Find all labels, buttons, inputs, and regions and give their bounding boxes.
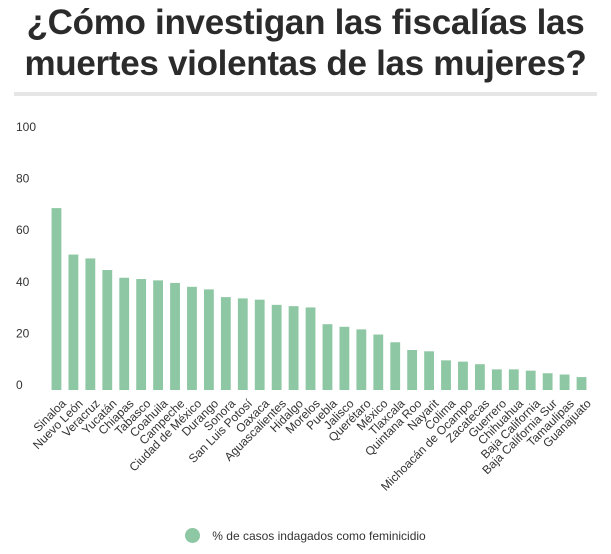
bar-9[interactable] <box>203 289 214 390</box>
bar-12[interactable] <box>254 299 265 390</box>
bar-8[interactable] <box>187 286 197 390</box>
bar-22[interactable] <box>424 351 434 390</box>
bar-1[interactable] <box>68 254 79 390</box>
bar-25[interactable] <box>474 364 485 390</box>
bar-30[interactable] <box>559 374 570 390</box>
bars-group <box>51 208 587 390</box>
bar-27[interactable] <box>508 369 519 390</box>
bar-23[interactable] <box>441 360 451 390</box>
bar-20[interactable] <box>390 342 401 390</box>
bar-0[interactable] <box>51 208 62 390</box>
y-tick-label: 100 <box>16 120 36 134</box>
y-tick-label: 0 <box>16 378 23 392</box>
y-axis: 0 20 40 60 80 100 <box>16 120 36 392</box>
bar-18[interactable] <box>356 329 367 390</box>
bar-15[interactable] <box>305 307 316 390</box>
y-tick-label: 80 <box>16 172 30 186</box>
legend-swatch <box>185 528 201 543</box>
bar-19[interactable] <box>373 334 384 390</box>
legend: % de casos indagados como feminicidio <box>0 528 611 543</box>
bar-16[interactable] <box>322 324 333 390</box>
bar-3[interactable] <box>102 270 113 390</box>
bar-31[interactable] <box>576 377 587 390</box>
bar-28[interactable] <box>525 370 536 390</box>
bar-7[interactable] <box>170 282 180 390</box>
y-tick-label: 20 <box>16 326 30 340</box>
title-divider <box>14 92 597 96</box>
bar-24[interactable] <box>458 361 468 390</box>
bar-14[interactable] <box>288 306 299 390</box>
bar-26[interactable] <box>491 369 502 390</box>
y-tick-label: 40 <box>16 275 30 289</box>
bar-11[interactable] <box>237 298 248 390</box>
bar-2[interactable] <box>85 258 96 390</box>
y-tick-label: 60 <box>16 223 30 237</box>
legend-label: % de casos indagados como feminicidio <box>212 528 426 543</box>
bar-4[interactable] <box>119 277 130 390</box>
bar-10[interactable] <box>220 297 231 390</box>
bar-29[interactable] <box>542 373 553 390</box>
bar-6[interactable] <box>153 280 163 390</box>
bar-17[interactable] <box>339 326 350 390</box>
bar-13[interactable] <box>271 304 282 390</box>
bar-5[interactable] <box>136 279 147 390</box>
page-title: ¿Cómo investigan las fiscalías las muert… <box>24 3 587 83</box>
bar-21[interactable] <box>407 350 418 390</box>
